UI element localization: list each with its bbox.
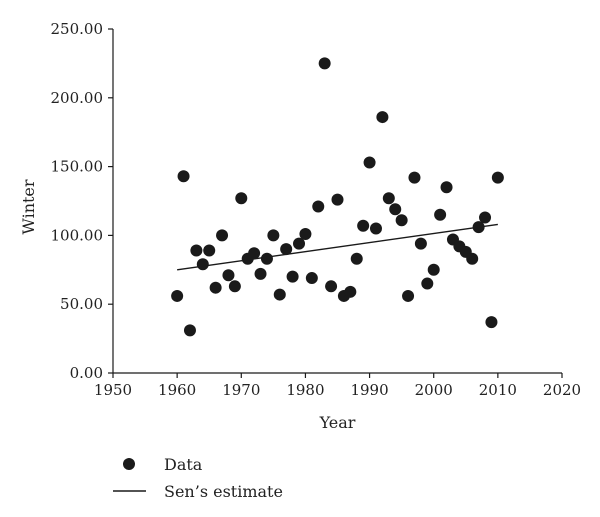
- data-point: [382, 192, 395, 205]
- data-point: [171, 289, 184, 302]
- data-point: [421, 277, 434, 290]
- data-point: [260, 252, 273, 265]
- x-tick-label: 1980: [286, 381, 324, 399]
- x-tick-label: 2000: [415, 381, 453, 399]
- axes: [112, 29, 562, 374]
- legend: Data Sen’s estimate: [113, 455, 283, 501]
- x-tick-label: 1960: [158, 381, 196, 399]
- data-point: [414, 237, 427, 250]
- data-point: [318, 57, 331, 70]
- data-point: [472, 221, 485, 234]
- data-point: [196, 258, 209, 271]
- x-tick-label: 1950: [94, 381, 132, 399]
- legend-data-marker: [123, 458, 135, 470]
- data-point: [389, 203, 402, 216]
- data-point: [254, 267, 267, 280]
- data-point: [286, 270, 299, 283]
- y-tick-label: 50.00: [60, 295, 103, 313]
- data-point: [369, 222, 382, 235]
- data-point: [331, 193, 344, 206]
- trend-line-layer: [177, 223, 498, 271]
- data-point: [325, 280, 338, 293]
- legend-data-label: Data: [164, 455, 203, 474]
- y-tick-label: 250.00: [51, 20, 104, 38]
- data-point: [216, 229, 229, 242]
- data-point: [299, 228, 312, 241]
- y-tick-label: 100.00: [51, 226, 104, 244]
- data-point: [293, 237, 306, 250]
- data-point: [183, 324, 196, 337]
- data-point: [350, 252, 363, 265]
- data-point: [209, 281, 222, 294]
- data-point: [222, 269, 235, 282]
- x-tick-label: 2020: [543, 381, 581, 399]
- data-point: [402, 289, 415, 302]
- data-point: [427, 263, 440, 276]
- data-point: [267, 229, 280, 242]
- data-point: [466, 252, 479, 265]
- data-point: [273, 288, 286, 301]
- data-point: [363, 156, 376, 169]
- data-point: [280, 243, 293, 256]
- x-tick-label: 2010: [479, 381, 517, 399]
- legend-sen-estimate-label: Sen’s estimate: [164, 482, 283, 501]
- data-point: [344, 285, 357, 298]
- data-point: [491, 171, 504, 184]
- x-tick-label: 1970: [222, 381, 260, 399]
- data-point: [376, 111, 389, 124]
- data-point: [235, 192, 248, 205]
- data-point: [357, 219, 370, 232]
- sen-estimate-line: [177, 223, 498, 271]
- data-point: [228, 280, 241, 293]
- y-tick-label: 150.00: [51, 158, 104, 176]
- data-point: [479, 211, 492, 224]
- x-tick-label: 1990: [350, 381, 388, 399]
- data-point: [305, 272, 318, 285]
- data-point: [434, 208, 447, 221]
- y-tick-label: 200.00: [51, 89, 104, 107]
- x-axis-title: Year: [319, 413, 356, 432]
- data-point: [248, 247, 261, 260]
- y-tick-label: 0.00: [70, 364, 103, 382]
- y-axis-title: Winter: [19, 179, 38, 234]
- data-point: [312, 200, 325, 213]
- data-point: [177, 170, 190, 183]
- data-point: [440, 181, 453, 194]
- x-ticks: 1950 1960 1970 1980 1990 2000 2010 2020: [94, 373, 581, 399]
- y-ticks: 0.00 50.00 100.00 150.00 200.00 250.00: [51, 20, 113, 382]
- data-point: [395, 214, 408, 227]
- data-point: [408, 171, 421, 184]
- data-point: [190, 244, 203, 257]
- data-point: [485, 316, 498, 329]
- data-points-layer: [171, 57, 504, 337]
- data-point: [203, 244, 216, 257]
